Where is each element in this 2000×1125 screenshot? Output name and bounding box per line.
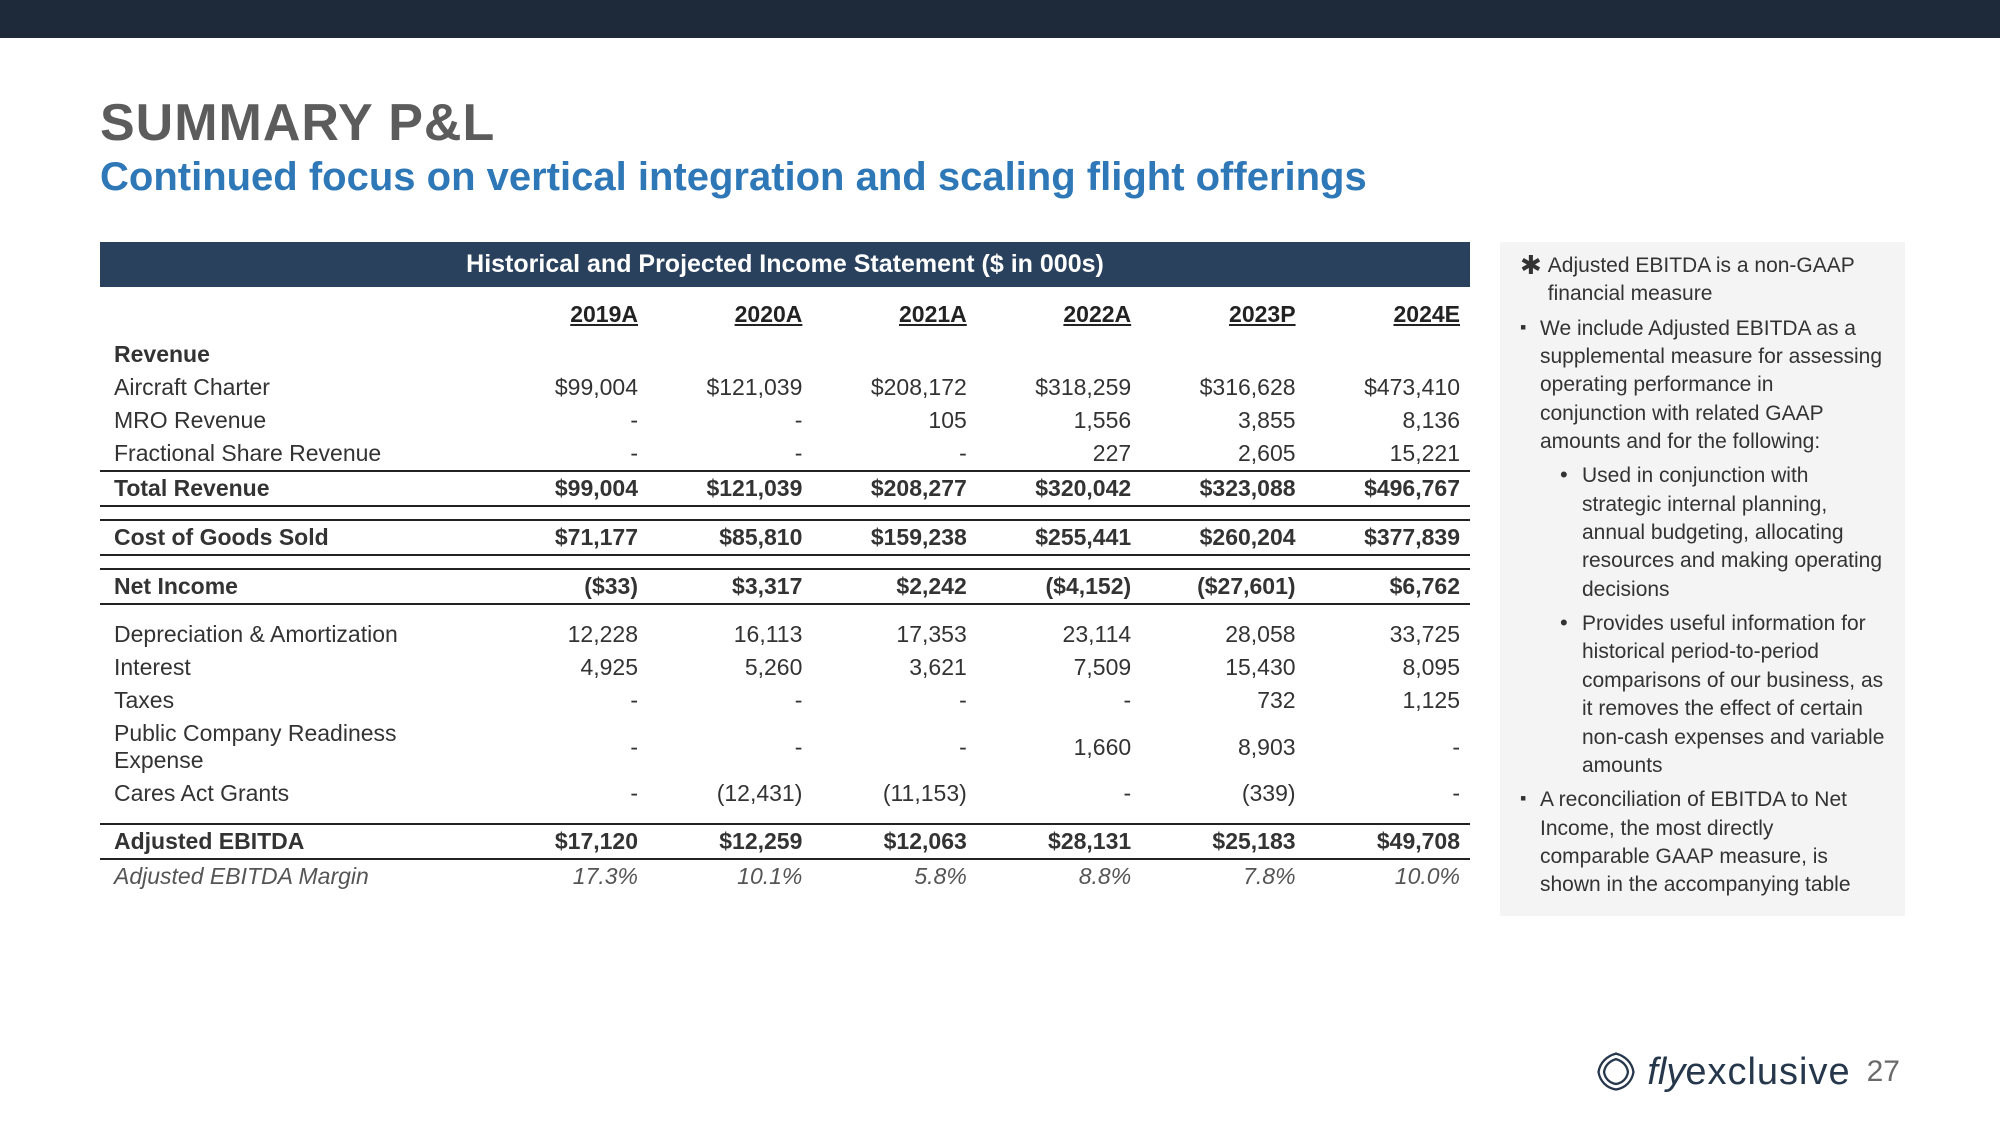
table-title: Historical and Projected Income Statemen… (100, 242, 1470, 287)
table-row: Cares Act Grants-(12,431)(11,153)-(339)- (100, 777, 1470, 810)
table-row: Interest4,9255,2603,6217,50915,4308,095 (100, 651, 1470, 684)
col-2024: 2024E (1306, 287, 1470, 338)
table-row: Public Company Readiness Expense---1,660… (100, 717, 1470, 777)
page-number: 27 (1867, 1055, 1900, 1089)
star-note: ✱ Adjusted EBITDA is a non-GAAP financia… (1520, 252, 1885, 309)
table-header-row: 2019A 2020A 2021A 2022A 2023P 2024E (100, 287, 1470, 338)
slide-footer: flyexclusive 27 (1593, 1049, 1900, 1095)
footnote-bullet: A reconciliation of EBITDA to Net Income… (1520, 786, 1885, 899)
swirl-icon (1593, 1049, 1639, 1095)
top-bar (0, 0, 2000, 38)
cogs-row: Cost of Goods Sold$71,177$85,810$159,238… (100, 520, 1470, 555)
asterisk-icon: ✱ (1520, 252, 1542, 309)
col-2020: 2020A (648, 287, 812, 338)
logo-text: flyexclusive (1647, 1051, 1850, 1094)
table-row: Fractional Share Revenue---2272,60515,22… (100, 437, 1470, 471)
footnote-bullet: We include Adjusted EBITDA as a suppleme… (1520, 315, 1885, 781)
adjusted-ebitda-row: Adjusted EBITDA$17,120$12,259$12,063$28,… (100, 824, 1470, 859)
page-subtitle: Continued focus on vertical integration … (100, 155, 1905, 200)
slide-body: SUMMARY P&L Continued focus on vertical … (0, 38, 2000, 936)
col-2021: 2021A (812, 287, 976, 338)
net-income-row: Net Income($33)$3,317$2,242($4,152)($27,… (100, 569, 1470, 604)
page-title: SUMMARY P&L (100, 93, 1905, 153)
col-2019: 2019A (484, 287, 648, 338)
content-row: Historical and Projected Income Statemen… (100, 242, 1905, 916)
income-statement-table: 2019A 2020A 2021A 2022A 2023P 2024E Reve… (100, 287, 1470, 893)
col-2023: 2023P (1141, 287, 1305, 338)
footnote-panel: ✱ Adjusted EBITDA is a non-GAAP financia… (1500, 242, 1905, 916)
revenue-label: Revenue (100, 338, 484, 371)
revenue-section-row: Revenue (100, 338, 1470, 371)
table-row: Aircraft Charter$99,004$121,039$208,172$… (100, 371, 1470, 404)
star-note-text: Adjusted EBITDA is a non-GAAP financial … (1548, 252, 1885, 309)
table-row: Depreciation & Amortization12,22816,1131… (100, 618, 1470, 651)
income-table-wrap: Historical and Projected Income Statemen… (100, 242, 1470, 916)
col-2022: 2022A (977, 287, 1141, 338)
company-logo: flyexclusive (1593, 1049, 1850, 1095)
total-revenue-row: Total Revenue$99,004$121,039$208,277$320… (100, 471, 1470, 506)
footnote-subbullet: Provides useful information for historic… (1560, 610, 1885, 780)
table-row: Taxes----7321,125 (100, 684, 1470, 717)
footnote-subbullet: Used in conjunction with strategic inter… (1560, 462, 1885, 604)
table-row: MRO Revenue--1051,5563,8558,136 (100, 404, 1470, 437)
ebitda-margin-row: Adjusted EBITDA Margin17.3%10.1%5.8%8.8%… (100, 859, 1470, 893)
